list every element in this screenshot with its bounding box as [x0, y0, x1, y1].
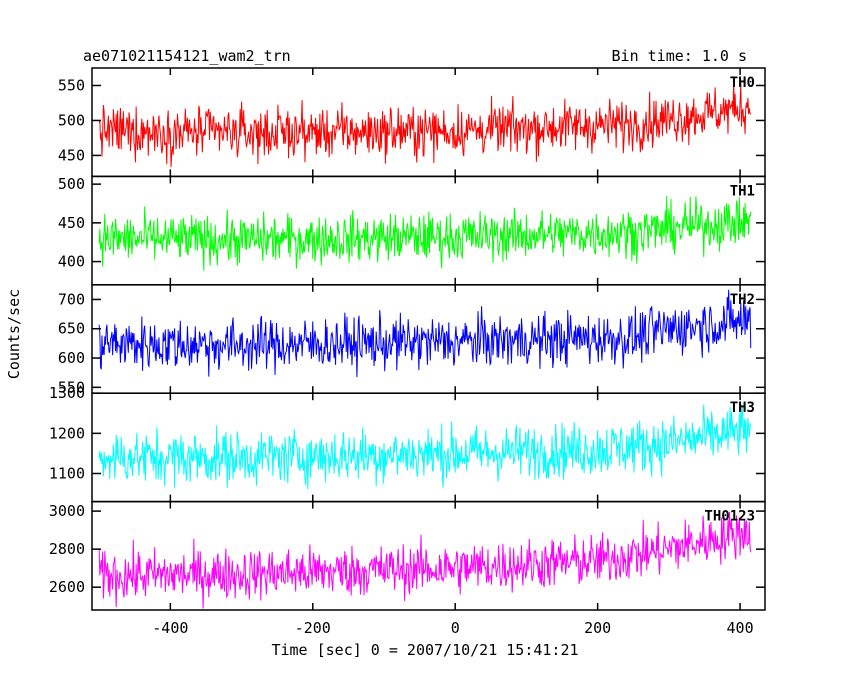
series-line-th0123 — [98, 511, 752, 609]
panel-th3: 1100 1200 1300 TH3 — [49, 384, 766, 503]
series-line-th0 — [98, 79, 752, 168]
y-tick-label: 700 — [58, 290, 85, 308]
y-axis-label: Counts/sec — [5, 289, 23, 379]
panel-frame — [91, 500, 766, 611]
y-tick-label: 450 — [58, 214, 85, 232]
y-tick-label: 500 — [58, 175, 85, 193]
series-line-th1 — [98, 195, 752, 271]
x-axis: -400 -200 0 200 400 — [152, 619, 753, 637]
y-tick-label: 600 — [58, 349, 85, 367]
x-tick-label: -200 — [295, 619, 331, 637]
panel-label-th0123: TH0123 — [704, 509, 755, 525]
panel-label-th0: TH0 — [730, 75, 755, 91]
observation-title: ae071021154121_wam2_trn — [83, 47, 291, 65]
panel-label-th3: TH3 — [730, 400, 755, 416]
y-tick-label: 400 — [58, 253, 85, 271]
y-tick-label: 2600 — [49, 578, 85, 596]
y-tick-label: 450 — [58, 146, 85, 164]
y-tick-label: 3000 — [49, 502, 85, 520]
x-tick-label: 400 — [727, 619, 754, 637]
y-tick-label: 500 — [58, 111, 85, 129]
bin-time-label: Bin time: 1.0 s — [612, 47, 747, 65]
y-tick-label: 650 — [58, 320, 85, 338]
series-line-th3 — [98, 404, 752, 490]
y-tick-label: 1300 — [49, 384, 85, 402]
y-tick-label: 1100 — [49, 464, 85, 482]
panel-label-th1: TH1 — [730, 183, 755, 199]
x-tick-label: -400 — [152, 619, 188, 637]
y-tick-label: 550 — [58, 378, 85, 396]
panel-th0123: 2600 2800 3000 TH0123 — [49, 500, 766, 611]
x-tick-label: 0 — [451, 619, 460, 637]
series-line-th2 — [98, 289, 752, 378]
y-tick-label: 2800 — [49, 540, 85, 558]
panels-group: 450 500 550 TH0 400 450 500 TH1 550 600 650 700 TH2 1… — [49, 67, 766, 611]
panel-th0: 450 500 550 TH0 — [58, 67, 766, 178]
y-tick-label: 550 — [58, 76, 85, 94]
x-axis-label: Time [sec] 0 = 2007/10/21 15:41:21 — [271, 641, 578, 659]
x-tick-label: 200 — [584, 619, 611, 637]
panel-th1: 400 450 500 TH1 — [58, 175, 766, 286]
y-tick-label: 1200 — [49, 424, 85, 442]
panel-th2: 550 600 650 700 TH2 — [58, 284, 766, 396]
panel-label-th2: TH2 — [730, 292, 755, 308]
